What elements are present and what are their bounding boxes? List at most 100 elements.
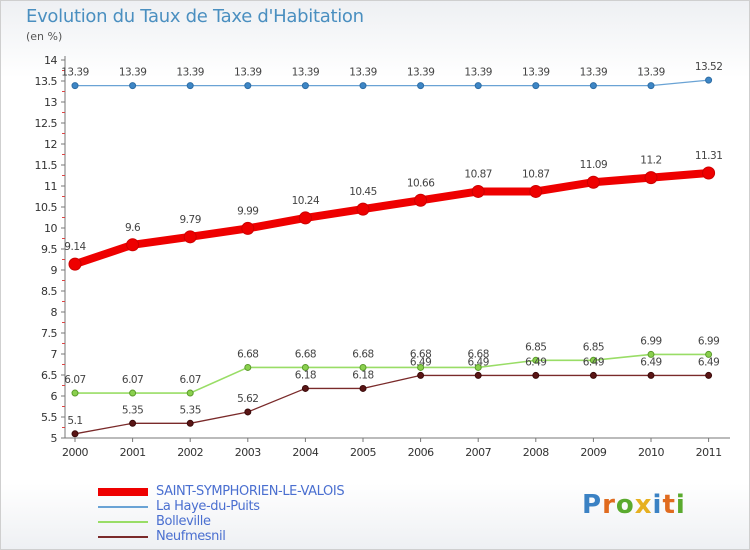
data-label: 6.49 — [640, 356, 661, 368]
data-point — [417, 363, 425, 371]
data-point — [244, 82, 252, 90]
data-label: 11.31 — [695, 150, 723, 162]
data-point — [301, 363, 309, 371]
legend-label: Neufmesnil — [156, 529, 226, 544]
data-label: 13.39 — [407, 67, 435, 79]
series-line — [71, 168, 713, 269]
logo-letter: P — [582, 490, 603, 520]
chart-title: Evolution du Taux de Taxe d'Habitation — [26, 6, 364, 27]
data-point — [647, 82, 655, 90]
data-label: 6.49 — [583, 356, 604, 368]
data-label: 6.68 — [410, 348, 431, 360]
data-point — [186, 389, 194, 397]
data-label: 13.39 — [119, 67, 147, 79]
logo-letter: i — [652, 490, 663, 520]
logo-letter: o — [615, 490, 635, 520]
data-label: 10.87 — [464, 168, 492, 180]
legend-swatch — [98, 520, 148, 523]
data-label: 6.18 — [295, 369, 316, 381]
data-point — [705, 76, 713, 84]
y-tick-label: 6.5 — [41, 369, 57, 382]
data-label: 13.52 — [695, 61, 723, 73]
y-tick-label: 7 — [51, 348, 58, 361]
legend-item: Neufmesnil — [98, 529, 344, 544]
data-label: 6.49 — [525, 356, 546, 368]
y-tick-label: 14 — [44, 54, 57, 67]
legend-swatch — [98, 505, 148, 508]
data-label: 10.66 — [407, 177, 435, 189]
data-label: 13.39 — [522, 67, 550, 79]
data-label: 11.2 — [640, 155, 661, 167]
proxiti-logo: Proxiti — [582, 490, 686, 520]
x-tick-label: 2000 — [62, 446, 88, 459]
logo-letter: i — [675, 490, 686, 520]
y-tick-label: 10 — [44, 222, 57, 235]
y-tick-label: 11.5 — [35, 159, 58, 172]
data-label: 6.85 — [583, 341, 604, 353]
data-label: 13.39 — [234, 67, 262, 79]
data-point — [589, 371, 597, 379]
data-label: 13.39 — [349, 67, 377, 79]
data-point — [705, 371, 713, 379]
logo-letter: r — [602, 490, 616, 520]
data-point — [644, 171, 658, 185]
data-point — [586, 175, 600, 189]
legend-swatch — [98, 535, 148, 538]
x-tick-label: 2009 — [580, 446, 606, 459]
data-point — [589, 356, 597, 364]
data-label: 6.18 — [352, 369, 373, 381]
data-point — [126, 238, 140, 252]
data-point — [71, 82, 79, 90]
data-label: 6.07 — [64, 374, 85, 386]
data-point — [532, 371, 540, 379]
data-point — [244, 363, 252, 371]
data-point — [186, 82, 194, 90]
legend-label: La Haye-du-Puits — [156, 499, 260, 514]
x-tick-label: 2001 — [120, 446, 146, 459]
data-label: 9.79 — [180, 214, 201, 226]
data-label: 10.24 — [292, 195, 320, 207]
data-point — [298, 211, 312, 225]
y-tick-label: 6 — [51, 390, 58, 403]
y-tick-label: 12.5 — [35, 117, 58, 130]
x-tick-label: 2004 — [292, 446, 318, 459]
x-tick-label: 2005 — [350, 446, 376, 459]
series-line — [74, 353, 710, 394]
data-label: 6.49 — [468, 356, 489, 368]
data-label: 6.99 — [698, 335, 719, 347]
y-tick-label: 10.5 — [35, 201, 58, 214]
x-tick-label: 2008 — [523, 446, 549, 459]
data-label: 6.99 — [640, 335, 661, 347]
y-tick-label: 9.5 — [41, 243, 57, 256]
chart-subtitle: (en %) — [26, 30, 63, 43]
series-line — [74, 374, 710, 435]
x-tick-label: 2006 — [408, 446, 434, 459]
data-point — [359, 384, 367, 392]
legend-item: La Haye-du-Puits — [98, 499, 344, 514]
data-label: 5.35 — [122, 404, 143, 416]
data-label: 5.1 — [67, 415, 82, 427]
data-label: 13.39 — [292, 67, 320, 79]
data-point — [359, 82, 367, 90]
y-tick-label: 11 — [44, 180, 57, 193]
data-label: 6.07 — [122, 374, 143, 386]
data-point — [244, 408, 252, 416]
data-point — [241, 221, 255, 235]
data-label: 13.39 — [637, 67, 665, 79]
data-point — [647, 350, 655, 358]
data-point — [474, 363, 482, 371]
data-label: 9.14 — [64, 241, 86, 253]
data-point — [301, 82, 309, 90]
data-label: 9.6 — [125, 222, 141, 234]
y-tick-label: 5.5 — [41, 411, 57, 424]
data-point — [417, 371, 425, 379]
y-tick-label: 13.5 — [35, 75, 58, 88]
data-label: 6.68 — [237, 348, 258, 360]
y-tick-label: 7.5 — [41, 327, 57, 340]
legend-item: SAINT-SYMPHORIEN-LE-VALOIS — [98, 484, 345, 499]
logo-letter: t — [662, 490, 676, 520]
x-tick-label: 2002 — [177, 446, 203, 459]
data-point — [589, 82, 597, 90]
